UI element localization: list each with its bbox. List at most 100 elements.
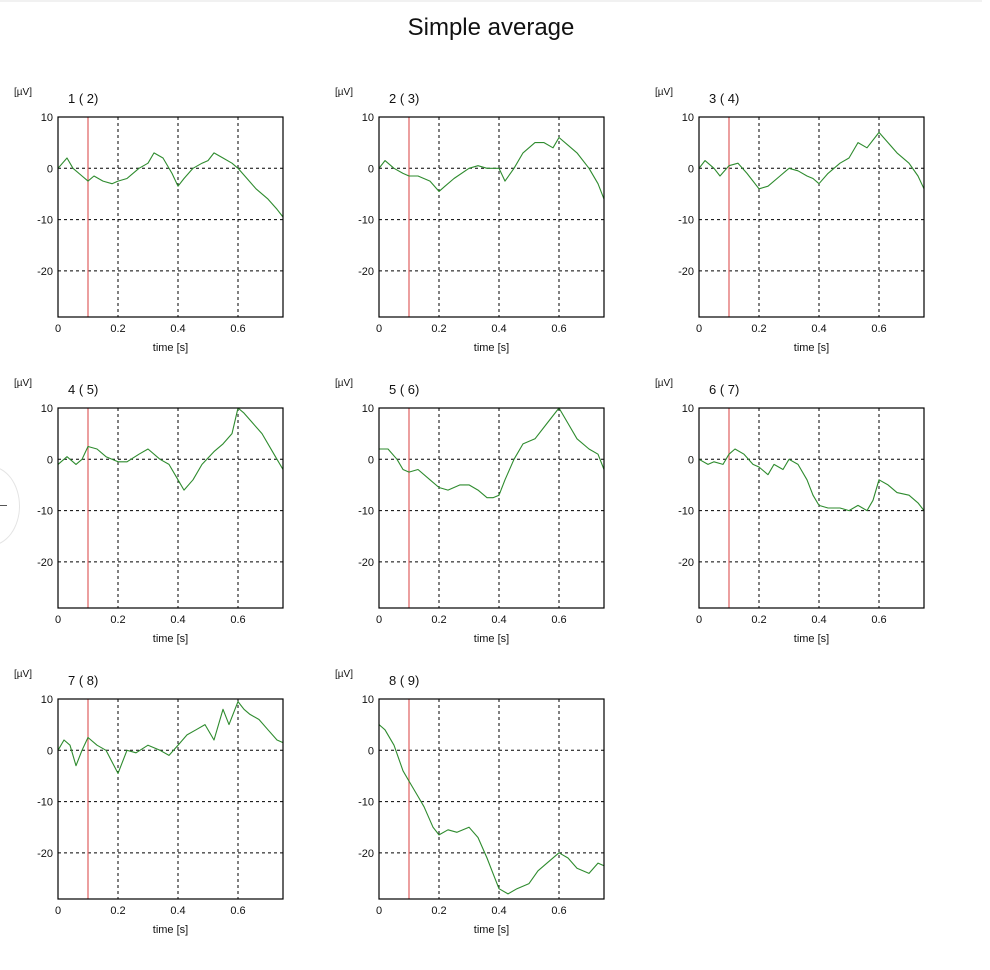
y-tick-label: 10	[41, 112, 53, 124]
x-tick-label: 0.6	[871, 323, 886, 335]
y-tick-label: 10	[41, 403, 53, 415]
x-tick-label: 0.2	[751, 614, 766, 626]
x-tick-label: 0.6	[551, 323, 566, 335]
y-unit-label: [µV]	[335, 669, 353, 680]
x-tick-label: 0.6	[230, 905, 245, 917]
x-tick-label: 0	[696, 614, 702, 626]
y-tick-label: 0	[368, 163, 374, 175]
y-tick-label: 0	[688, 163, 694, 175]
y-unit-label: [µV]	[335, 87, 353, 98]
y-tick-label: -20	[358, 557, 374, 569]
chart-title: Simple average	[407, 14, 575, 41]
x-axis-label: time [s]	[153, 342, 188, 354]
x-axis-label: time [s]	[794, 342, 829, 354]
y-tick-label: 10	[41, 694, 53, 706]
series-line	[57, 152, 284, 218]
y-tick-label: 10	[362, 694, 374, 706]
x-tick-label: 0	[376, 614, 382, 626]
chart-panel: 10 0 -10 -20 0 0.2 0.4 0.6 [µV] 7 ( 8) time [s]	[14, 669, 284, 936]
x-tick-label: 0.4	[170, 905, 185, 917]
chart-panel: 10 0 -10 -20 0 0.2 0.4 0.6 [µV] 8 ( 9) time [s]	[335, 669, 605, 936]
plot-frame	[378, 116, 605, 318]
x-axis-label: time [s]	[794, 633, 829, 645]
x-axis-label: time [s]	[153, 924, 188, 936]
y-tick-label: -10	[37, 797, 53, 809]
x-axis-label: time [s]	[474, 633, 509, 645]
x-tick-label: 0.4	[811, 614, 826, 626]
y-tick-label: 0	[368, 454, 374, 466]
x-tick-label: 0.2	[431, 905, 446, 917]
x-tick-label: 0.4	[491, 905, 506, 917]
panel-label: 7 ( 8)	[68, 673, 98, 688]
x-tick-label: 0.2	[431, 323, 446, 335]
y-tick-label: 0	[688, 454, 694, 466]
panel-label: 8 ( 9)	[389, 673, 419, 688]
series-line	[378, 136, 605, 200]
x-tick-label: 0.2	[110, 614, 125, 626]
y-tick-label: -10	[678, 215, 694, 227]
y-tick-label: -20	[678, 266, 694, 278]
x-tick-label: 0.4	[170, 323, 185, 335]
series-line	[379, 407, 605, 499]
page-edge-minus-icon[interactable]	[0, 505, 7, 506]
chart-panel: 10 0 -10 -20 0 0.2 0.4 0.6 [µV] 4 ( 5) time [s]	[14, 378, 284, 645]
x-tick-label: 0.6	[230, 323, 245, 335]
x-tick-label: 0.2	[110, 905, 125, 917]
chart-panel: 10 0 -10 -20 0 0.2 0.4 0.6 [µV] 6 ( 7) time [s]	[655, 378, 925, 645]
y-tick-label: 0	[368, 745, 374, 757]
y-tick-label: -20	[358, 266, 374, 278]
x-tick-label: 0.4	[491, 614, 506, 626]
panel-label: 4 ( 5)	[68, 382, 98, 397]
panel-label: 1 ( 2)	[68, 91, 98, 106]
x-tick-label: 0.2	[431, 614, 446, 626]
series-line	[57, 701, 284, 774]
y-tick-label: -20	[358, 848, 374, 860]
x-tick-label: 0.6	[871, 614, 886, 626]
top-border-line	[0, 0, 982, 2]
x-tick-label: 0.6	[551, 905, 566, 917]
series-line	[698, 131, 925, 190]
plot-frame	[57, 116, 284, 318]
series-line	[57, 407, 284, 491]
y-tick-label: 0	[47, 745, 53, 757]
x-tick-label: 0.2	[751, 323, 766, 335]
y-tick-label: -20	[37, 266, 53, 278]
y-tick-label: 10	[362, 403, 374, 415]
x-axis-label: time [s]	[474, 342, 509, 354]
x-tick-label: 0	[696, 323, 702, 335]
y-tick-label: -10	[37, 215, 53, 227]
y-tick-label: -10	[678, 506, 694, 518]
plot-frame	[698, 116, 925, 318]
x-tick-label: 0.6	[551, 614, 566, 626]
series-line	[378, 724, 605, 895]
y-tick-label: -10	[358, 797, 374, 809]
x-tick-label: 0.4	[811, 323, 826, 335]
panel-label: 3 ( 4)	[709, 91, 739, 106]
chart-panel: 10 0 -10 -20 0 0.2 0.4 0.6 [µV] 5 ( 6) time [s]	[335, 378, 605, 645]
x-tick-label: 0.2	[110, 323, 125, 335]
x-tick-label: 0	[376, 905, 382, 917]
y-tick-label: 10	[682, 112, 694, 124]
x-tick-label: 0.6	[230, 614, 245, 626]
plot-frame	[378, 407, 605, 609]
y-unit-label: [µV]	[655, 87, 673, 98]
y-tick-label: -20	[678, 557, 694, 569]
plot-frame	[57, 698, 284, 900]
y-unit-label: [µV]	[14, 87, 32, 98]
y-tick-label: -10	[358, 215, 374, 227]
x-tick-label: 0	[55, 323, 61, 335]
plot-frame	[698, 407, 925, 609]
chart-panel: 10 0 -10 -20 0 0.2 0.4 0.6 [µV] 2 ( 3) time [s]	[335, 87, 605, 354]
x-tick-label: 0.4	[491, 323, 506, 335]
y-tick-label: -20	[37, 848, 53, 860]
panel-label: 6 ( 7)	[709, 382, 739, 397]
x-axis-label: time [s]	[153, 633, 188, 645]
plot-frame	[57, 407, 284, 609]
series-line	[698, 448, 925, 512]
x-tick-label: 0.4	[170, 614, 185, 626]
x-tick-label: 0	[376, 323, 382, 335]
y-unit-label: [µV]	[14, 669, 32, 680]
plot-frame	[378, 698, 605, 900]
x-axis-label: time [s]	[474, 924, 509, 936]
